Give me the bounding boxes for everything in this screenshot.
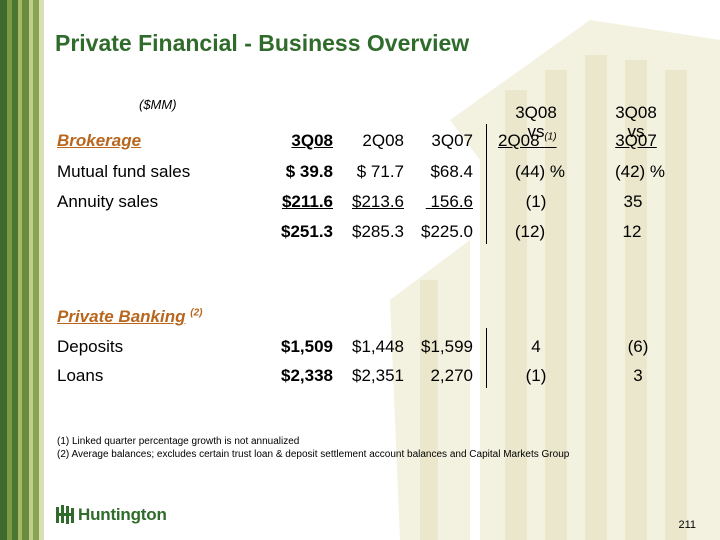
cell-vs-2q08: (1): [525, 192, 547, 211]
cell-vs-3q07: 35: [623, 192, 643, 211]
row-label: Loans: [57, 366, 104, 385]
row-label: Deposits: [57, 337, 124, 356]
cell-3q07: $1,599: [421, 337, 473, 356]
cell-3q08: $251.3: [281, 222, 333, 241]
header-col-2q08-vs: 2Q08 (1): [498, 131, 557, 151]
huntington-logo: Huntington: [56, 505, 167, 525]
section-private-banking: Private Banking (2): [57, 307, 202, 327]
cell-3q07: $68.4: [430, 162, 473, 181]
cell-2q08: $2,351: [352, 366, 404, 385]
cell-vs-2q08: (12): [514, 222, 546, 241]
header-vs1-line2: vs: [527, 122, 545, 141]
cell-vs-3q07: (42) %: [614, 162, 666, 181]
row-label: Mutual fund sales: [57, 162, 191, 181]
section-brokerage: Brokerage: [57, 131, 142, 150]
column-divider: [486, 328, 487, 388]
cell-vs-3q07: 3: [633, 366, 643, 385]
header-col-2q08: 2Q08: [362, 131, 404, 150]
cell-2q08: $1,448: [352, 337, 404, 356]
header-vs1-line1: 3Q08: [515, 103, 557, 122]
cell-2q08: $213.6: [352, 192, 404, 211]
logo-wordmark: Huntington: [78, 505, 167, 524]
header-col-2q08-vs-label: 2Q08: [498, 131, 540, 150]
footnote-1: (1) Linked quarter percentage growth is …: [57, 436, 300, 447]
cell-vs-2q08: 4: [531, 337, 541, 356]
left-stripes: [0, 0, 44, 540]
footnote-ref-2: (2): [190, 307, 203, 319]
header-col-3q07-vs: 3Q07: [615, 131, 657, 150]
header-vs2-line2: vs: [627, 122, 645, 141]
cell-2q08: $ 71.7: [356, 162, 404, 181]
cell-vs-2q08: (44) %: [514, 162, 566, 181]
cell-2q08: $285.3: [352, 222, 404, 241]
cell-3q08: $2,338: [281, 366, 333, 385]
cell-3q08: $211.6: [281, 192, 333, 211]
cell-3q07: 2,270: [430, 366, 473, 385]
cell-vs-3q07: 12: [622, 222, 642, 241]
huntington-mark-icon: [56, 505, 74, 524]
page-title: Private Financial - Business Overview: [55, 30, 470, 56]
section-private-banking-label: Private Banking: [57, 307, 186, 326]
page-number: 211: [678, 519, 696, 531]
cell-3q08: $ 39.8: [285, 162, 333, 181]
footnote-2: (2) Average balances; excludes certain t…: [57, 449, 570, 460]
cell-vs-3q07: (6): [627, 337, 649, 356]
cell-3q08: $1,509: [281, 337, 333, 356]
cell-3q07: $225.0: [421, 222, 473, 241]
footnote-ref-1: (1): [544, 131, 557, 143]
watermark-graphic: [390, 20, 720, 540]
header-col-3q07: 3Q07: [431, 131, 473, 150]
row-label: Annuity sales: [57, 192, 159, 211]
units-label: ($MM): [139, 97, 177, 112]
cell-vs-2q08: (1): [525, 366, 547, 385]
column-divider: [486, 124, 487, 244]
header-col-3q08: 3Q08: [291, 131, 333, 150]
cell-3q07: 156.6: [425, 192, 473, 211]
header-vs2-line1: 3Q08: [615, 103, 657, 122]
